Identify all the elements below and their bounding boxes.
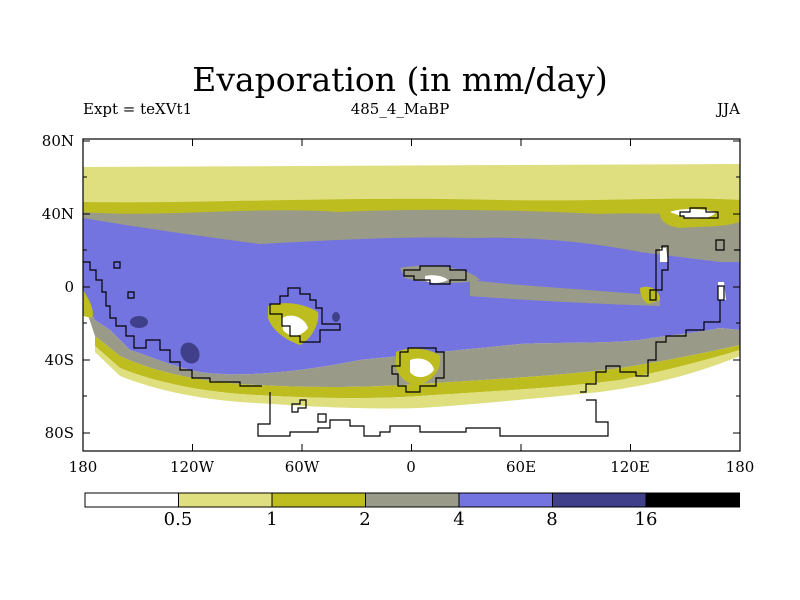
coast-western-continent: [83, 261, 262, 387]
y-tick-label: 40N: [41, 205, 74, 223]
colorbar-swatch-2: [178, 492, 273, 508]
x-tick-label: 120E: [610, 458, 650, 476]
dark-blob-2: [180, 342, 200, 364]
white-patch-andes: [282, 315, 308, 336]
coast-island-2: [317, 413, 327, 423]
band-light-yellow-north: [83, 164, 740, 212]
white-patch-africa: [410, 358, 434, 378]
band-olive-south: [95, 336, 740, 399]
coast-island-4: [127, 291, 135, 299]
dark-blob-3: [332, 312, 340, 322]
white-patch-equator: [425, 275, 448, 283]
coast-africa-block: [391, 347, 445, 393]
coast-andes-block: [269, 287, 341, 343]
coast-north-block: [403, 265, 467, 285]
y-tick-label: 0: [64, 278, 74, 296]
coast-antarctica: [257, 392, 609, 437]
land-gray-east: [470, 280, 660, 306]
colorbar-swatch-6: [552, 492, 647, 508]
x-tick-label: 60W: [284, 458, 320, 476]
x-tick-label: 120W: [169, 458, 215, 476]
plot-title: Evaporation (in mm/day): [192, 60, 608, 99]
band-light-yellow-south: [95, 346, 740, 409]
coast-island-1: [291, 399, 307, 413]
colorbar-swatch-7: [645, 492, 740, 508]
x-tick-label: 180: [725, 458, 755, 476]
band-gray-south: [83, 300, 740, 387]
coast-south-east: [580, 300, 721, 393]
olive-patch-west: [83, 290, 93, 318]
colorbar: [84, 492, 740, 508]
white-patch-asia: [660, 248, 668, 262]
coastlines: [83, 207, 740, 437]
colorbar-swatch-4: [365, 492, 460, 508]
colorbar-label: 8: [546, 509, 558, 530]
x-ticks: [82, 139, 741, 451]
x-tick-label: 180: [68, 458, 98, 476]
map-fill: [83, 139, 740, 451]
colorbar-label: 1: [266, 509, 278, 530]
experiment-label: Expt = teXVt1: [83, 100, 193, 118]
coast-east-island: [717, 285, 725, 301]
colorbar-swatch-1: [84, 492, 179, 508]
y-tick-label: 80S: [44, 424, 74, 442]
colorbar-label: 4: [453, 509, 465, 530]
colorbar-label: 2: [359, 509, 371, 530]
colorbar-swatch-5: [458, 492, 553, 508]
band-blue-tropics: [83, 218, 740, 375]
x-tick-label: 0: [406, 458, 416, 476]
coast-asia-strip: [649, 245, 669, 301]
period-label: 485_4_MaBP: [350, 100, 450, 118]
y-ticks: [83, 140, 740, 434]
y-tick-label: 80N: [41, 132, 74, 150]
colorbar-label: 0.5: [163, 509, 193, 530]
coast-east-strip: [715, 239, 725, 251]
colorbar-swatch-3: [271, 492, 366, 508]
y-tick-label: 40S: [44, 351, 74, 369]
x-tick-label: 60E: [505, 458, 537, 476]
coast-island-3: [113, 261, 121, 269]
coast-ne-block: [679, 207, 719, 219]
colorbar-label: 16: [634, 509, 658, 530]
dark-blob-1: [130, 316, 148, 328]
season-label: JJA: [717, 100, 740, 118]
